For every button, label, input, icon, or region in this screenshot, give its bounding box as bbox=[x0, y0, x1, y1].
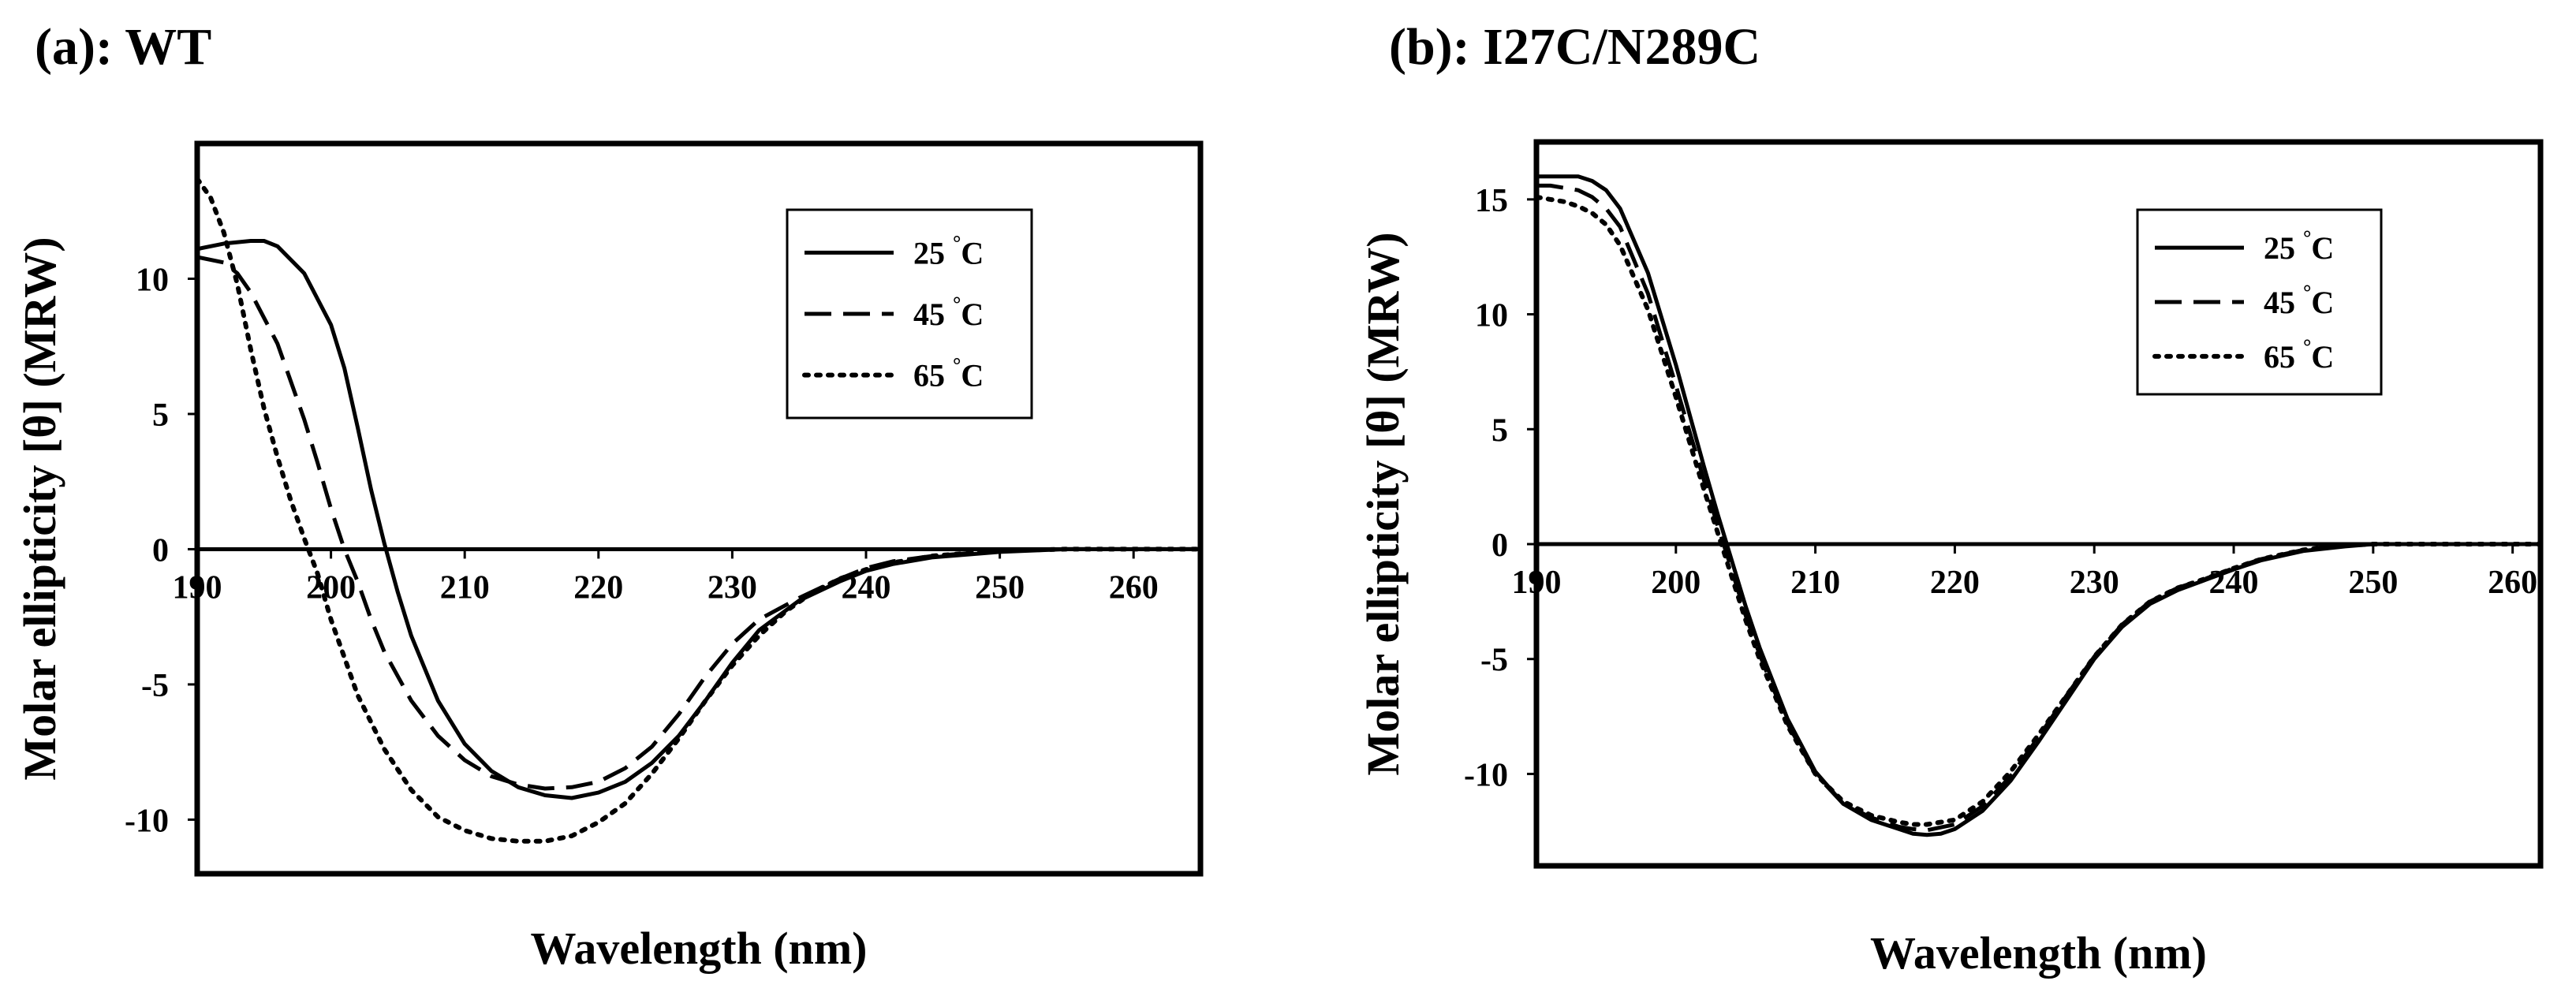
y-axis-title: Molar ellipticity [θ] (MRW) bbox=[1357, 232, 1409, 775]
y-tick-label: 15 bbox=[1475, 183, 1508, 219]
x-tick-label: 190 bbox=[1512, 565, 1562, 601]
x-axis-title: Wavelength (nm) bbox=[1870, 927, 2207, 979]
legend-label-45: 45 °C bbox=[2264, 281, 2334, 320]
legend-label-65: 65 °C bbox=[2264, 335, 2334, 375]
y-tick-label: -5 bbox=[141, 668, 169, 704]
series-line-65 bbox=[195, 176, 1203, 844]
x-axis-title: Wavelength (nm) bbox=[531, 923, 868, 974]
legend-label-25: 25 °C bbox=[913, 231, 984, 270]
series-line-25 bbox=[1536, 174, 2541, 837]
x-tick-label: 230 bbox=[2070, 565, 2119, 601]
y-tick-label: 0 bbox=[152, 532, 169, 569]
panel-a: (a): WT 190 200 210 220 230 240 250 260 10 5 0 -5 -1… bbox=[14, 18, 1204, 974]
x-tick-label: 250 bbox=[975, 569, 1025, 606]
x-tick-label: 230 bbox=[707, 569, 757, 606]
y-tick-label: 10 bbox=[136, 262, 169, 298]
panel-b: (b): I27C/N289C 190 200 210 220 230 240 250 260… bbox=[1288, 0, 2576, 1007]
series-line-65 bbox=[1534, 194, 2543, 827]
legend: 25 °C 45 °C 65 °C bbox=[2136, 208, 2383, 396]
x-tick-label: 200 bbox=[1651, 565, 1701, 601]
y-axis-title: Molar ellipticity [θ] (MRW) bbox=[14, 237, 65, 780]
chart-i27c-n289c: 190 200 210 220 230 240 250 260151050-5-10Wavel… bbox=[1357, 139, 2544, 979]
x-tick-label: 210 bbox=[1790, 565, 1840, 601]
legend: 25 °C 45 °C 65 °C bbox=[786, 208, 1033, 420]
plot-frame bbox=[194, 140, 1204, 877]
plot-frame bbox=[1533, 139, 2544, 869]
y-tick-label: -5 bbox=[1480, 643, 1508, 679]
legend-label-25: 25 °C bbox=[2264, 226, 2334, 266]
y-tick-label: -10 bbox=[125, 803, 169, 839]
y-tick-label: -10 bbox=[1464, 757, 1508, 793]
x-tick-label: 260 bbox=[2488, 565, 2537, 601]
x-tick-label: 250 bbox=[2348, 565, 2398, 601]
chart-wt: 190 200 210 220 230 240 250 2601050-5-10Wavelen… bbox=[14, 140, 1204, 974]
legend-label-45: 45 °C bbox=[913, 293, 984, 332]
legend-label-65: 65 °C bbox=[913, 354, 984, 393]
panel-title: (a): WT bbox=[35, 18, 212, 76]
x-tick-label: 200 bbox=[306, 569, 356, 606]
x-tick-label: 210 bbox=[440, 569, 490, 606]
panel-title: (b): I27C/N289C bbox=[1389, 18, 1761, 76]
series-line-25 bbox=[196, 239, 1200, 800]
y-tick-label: 5 bbox=[152, 397, 169, 434]
y-tick-label: 0 bbox=[1491, 528, 1508, 564]
x-tick-label: 260 bbox=[1109, 569, 1159, 606]
x-tick-label: 190 bbox=[173, 569, 222, 606]
y-tick-label: 5 bbox=[1491, 412, 1508, 449]
x-tick-label: 220 bbox=[573, 569, 623, 606]
series-line-45 bbox=[1536, 183, 2541, 833]
x-tick-label: 220 bbox=[1930, 565, 1980, 601]
y-tick-label: 10 bbox=[1475, 298, 1508, 334]
